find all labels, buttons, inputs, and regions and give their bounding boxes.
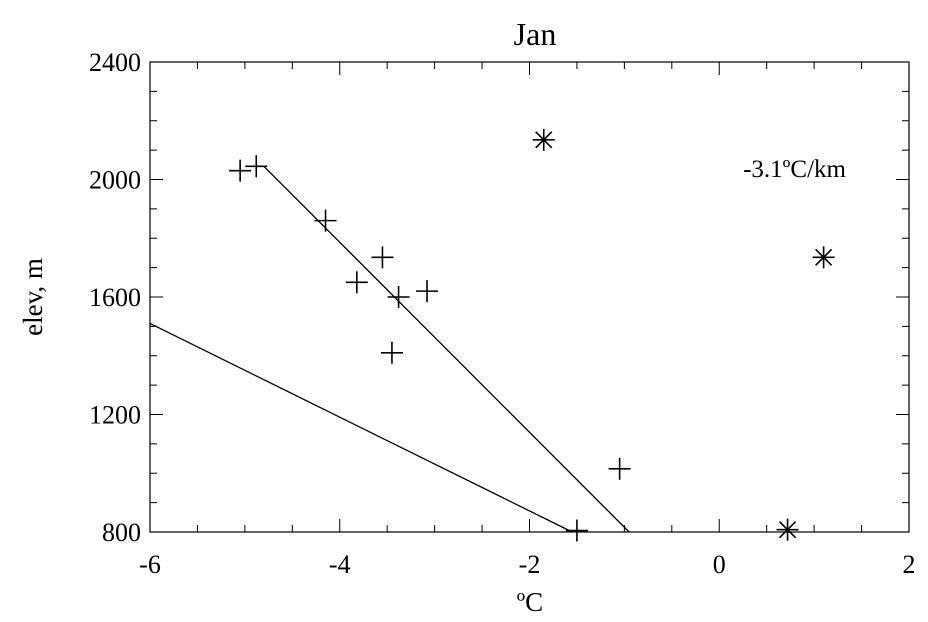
y-tick-label: 1600 [89, 283, 141, 312]
axis-ticks [149, 61, 910, 533]
x-tick-label: 0 [713, 550, 726, 579]
chart-title: Jan [514, 16, 557, 52]
x-tick-label: -6 [139, 550, 161, 579]
y-tick-label: 2000 [89, 166, 141, 195]
asterisk-point [776, 518, 799, 541]
x-tick-label: -4 [329, 550, 351, 579]
x-tick-labels: -6 -4 -2 0 2 [139, 550, 915, 579]
plus-point [371, 246, 394, 269]
y-tick-label: 2400 [89, 48, 141, 77]
y-tick-label: 1200 [89, 401, 141, 430]
plot-area [149, 61, 910, 533]
y-axis-title: elev, m [18, 258, 48, 336]
asterisk-point [532, 128, 555, 151]
x-axis-title: ºC [517, 587, 543, 617]
plus-point [608, 457, 631, 480]
plus-point [229, 159, 252, 182]
plus-point [380, 341, 403, 364]
plus-point [314, 209, 337, 232]
plus-point [416, 280, 439, 303]
plus-point [387, 286, 410, 308]
plot-frame [149, 61, 910, 533]
plus-point [245, 155, 268, 178]
plus-point [345, 271, 368, 294]
x-tick-label: -2 [519, 550, 541, 579]
asterisk-point [812, 246, 835, 269]
fit-line [149, 322, 573, 533]
data-points [229, 128, 835, 542]
plus-point [565, 519, 588, 542]
y-tick-labels: 800 1200 1600 2000 2400 [89, 48, 141, 547]
fit-lines [149, 165, 630, 533]
y-tick-label: 800 [102, 518, 141, 547]
x-tick-label: 2 [903, 550, 916, 579]
lapse-rate-annotation: -3.1ºC/km [743, 156, 846, 183]
